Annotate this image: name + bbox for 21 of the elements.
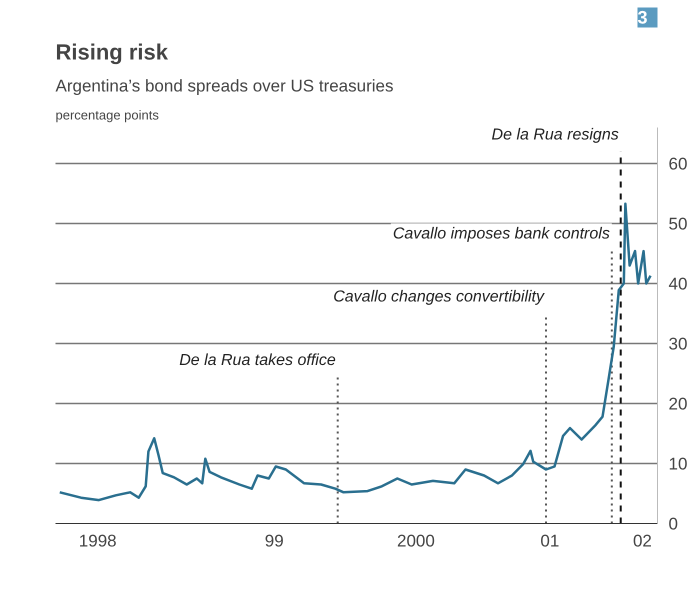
- chart-subtitle: Argentina’s bond spreads over US treasuries: [56, 76, 394, 96]
- y-axis-title: percentage points: [56, 108, 160, 122]
- y-tick-label: 30: [668, 334, 688, 354]
- x-tick-label: 02: [632, 532, 652, 550]
- ref-line-label: De la Rua resigns: [492, 126, 619, 144]
- ref-line-label: Cavallo changes convertibility: [333, 288, 546, 306]
- x-tick-label: 99: [264, 532, 284, 550]
- x-tick-label: 01: [540, 532, 560, 550]
- y-tick-label: 40: [668, 274, 688, 294]
- line-series: [58, 202, 652, 502]
- text: 3: [637, 8, 648, 28]
- y-tick-label: 10: [668, 454, 688, 474]
- chart-title: Rising risk: [56, 40, 169, 64]
- y-tick-label: 60: [668, 154, 688, 174]
- ref-line-label: Cavallo imposes bank controls: [392, 225, 610, 242]
- y-tick-label: 50: [668, 214, 688, 234]
- x-tick-label: 2000: [397, 532, 435, 550]
- ref-line-label: De la Rua takes office: [179, 352, 336, 370]
- y-tick-label: 0: [668, 514, 678, 534]
- y-tick-label: 20: [668, 394, 688, 414]
- x-tick-label: 1998: [78, 532, 117, 550]
